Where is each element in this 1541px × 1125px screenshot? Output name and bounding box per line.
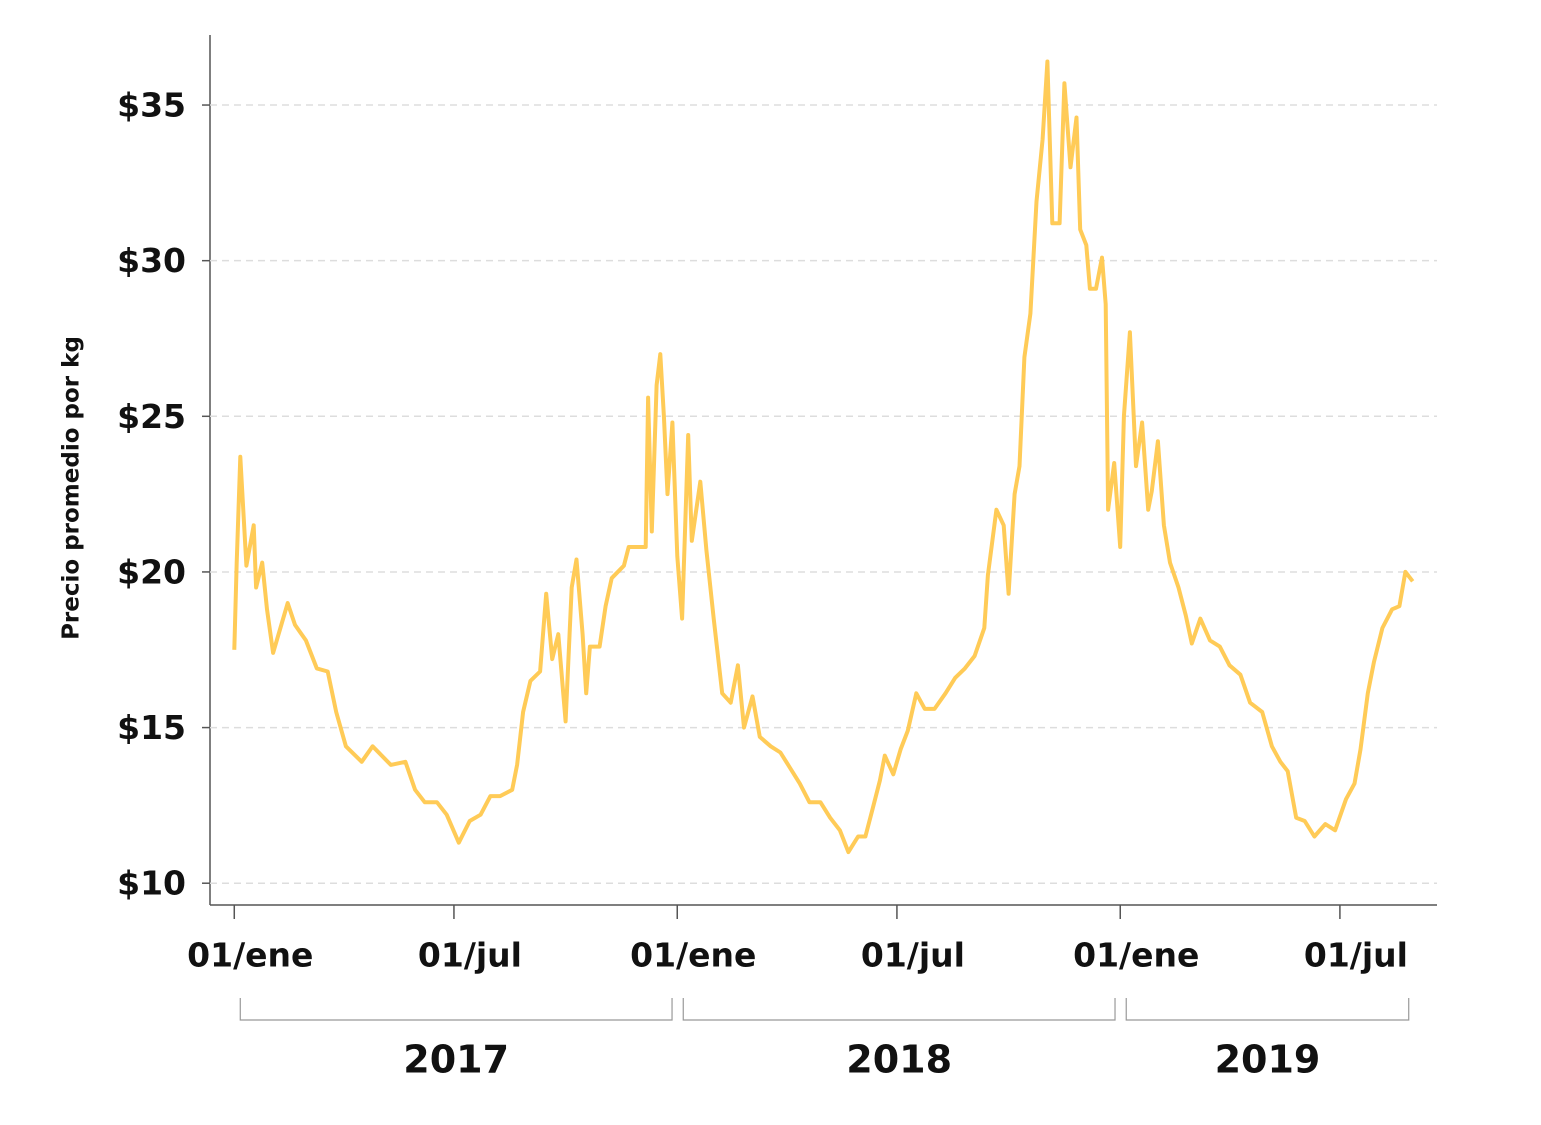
y-tick-label: $30 [117, 241, 186, 280]
year-label: 2017 [403, 1038, 509, 1082]
y-axis-label: Precio promedio por kg [59, 336, 85, 640]
x-tick-label: 01/ene [1073, 936, 1199, 975]
year-bracket [239, 998, 673, 1021]
y-tick-label: $15 [117, 708, 186, 747]
year-label: 2019 [1215, 1038, 1321, 1082]
year-bracket [1125, 998, 1410, 1021]
x-tick-label: 01/ene [630, 936, 756, 975]
x-tick-label: 01/ene [187, 936, 313, 975]
year-bracket [682, 998, 1116, 1021]
y-tick-label: $25 [117, 397, 186, 436]
x-tick-label: 01/jul [1304, 936, 1408, 975]
price-line [232, 59, 1415, 855]
x-tick-label: 01/jul [418, 936, 522, 975]
y-tick-label: $35 [117, 86, 186, 125]
year-label: 2018 [846, 1038, 952, 1082]
x-tick-label: 01/jul [861, 936, 965, 975]
y-tick-label: $10 [117, 864, 186, 903]
y-tick-label: $20 [117, 552, 186, 591]
